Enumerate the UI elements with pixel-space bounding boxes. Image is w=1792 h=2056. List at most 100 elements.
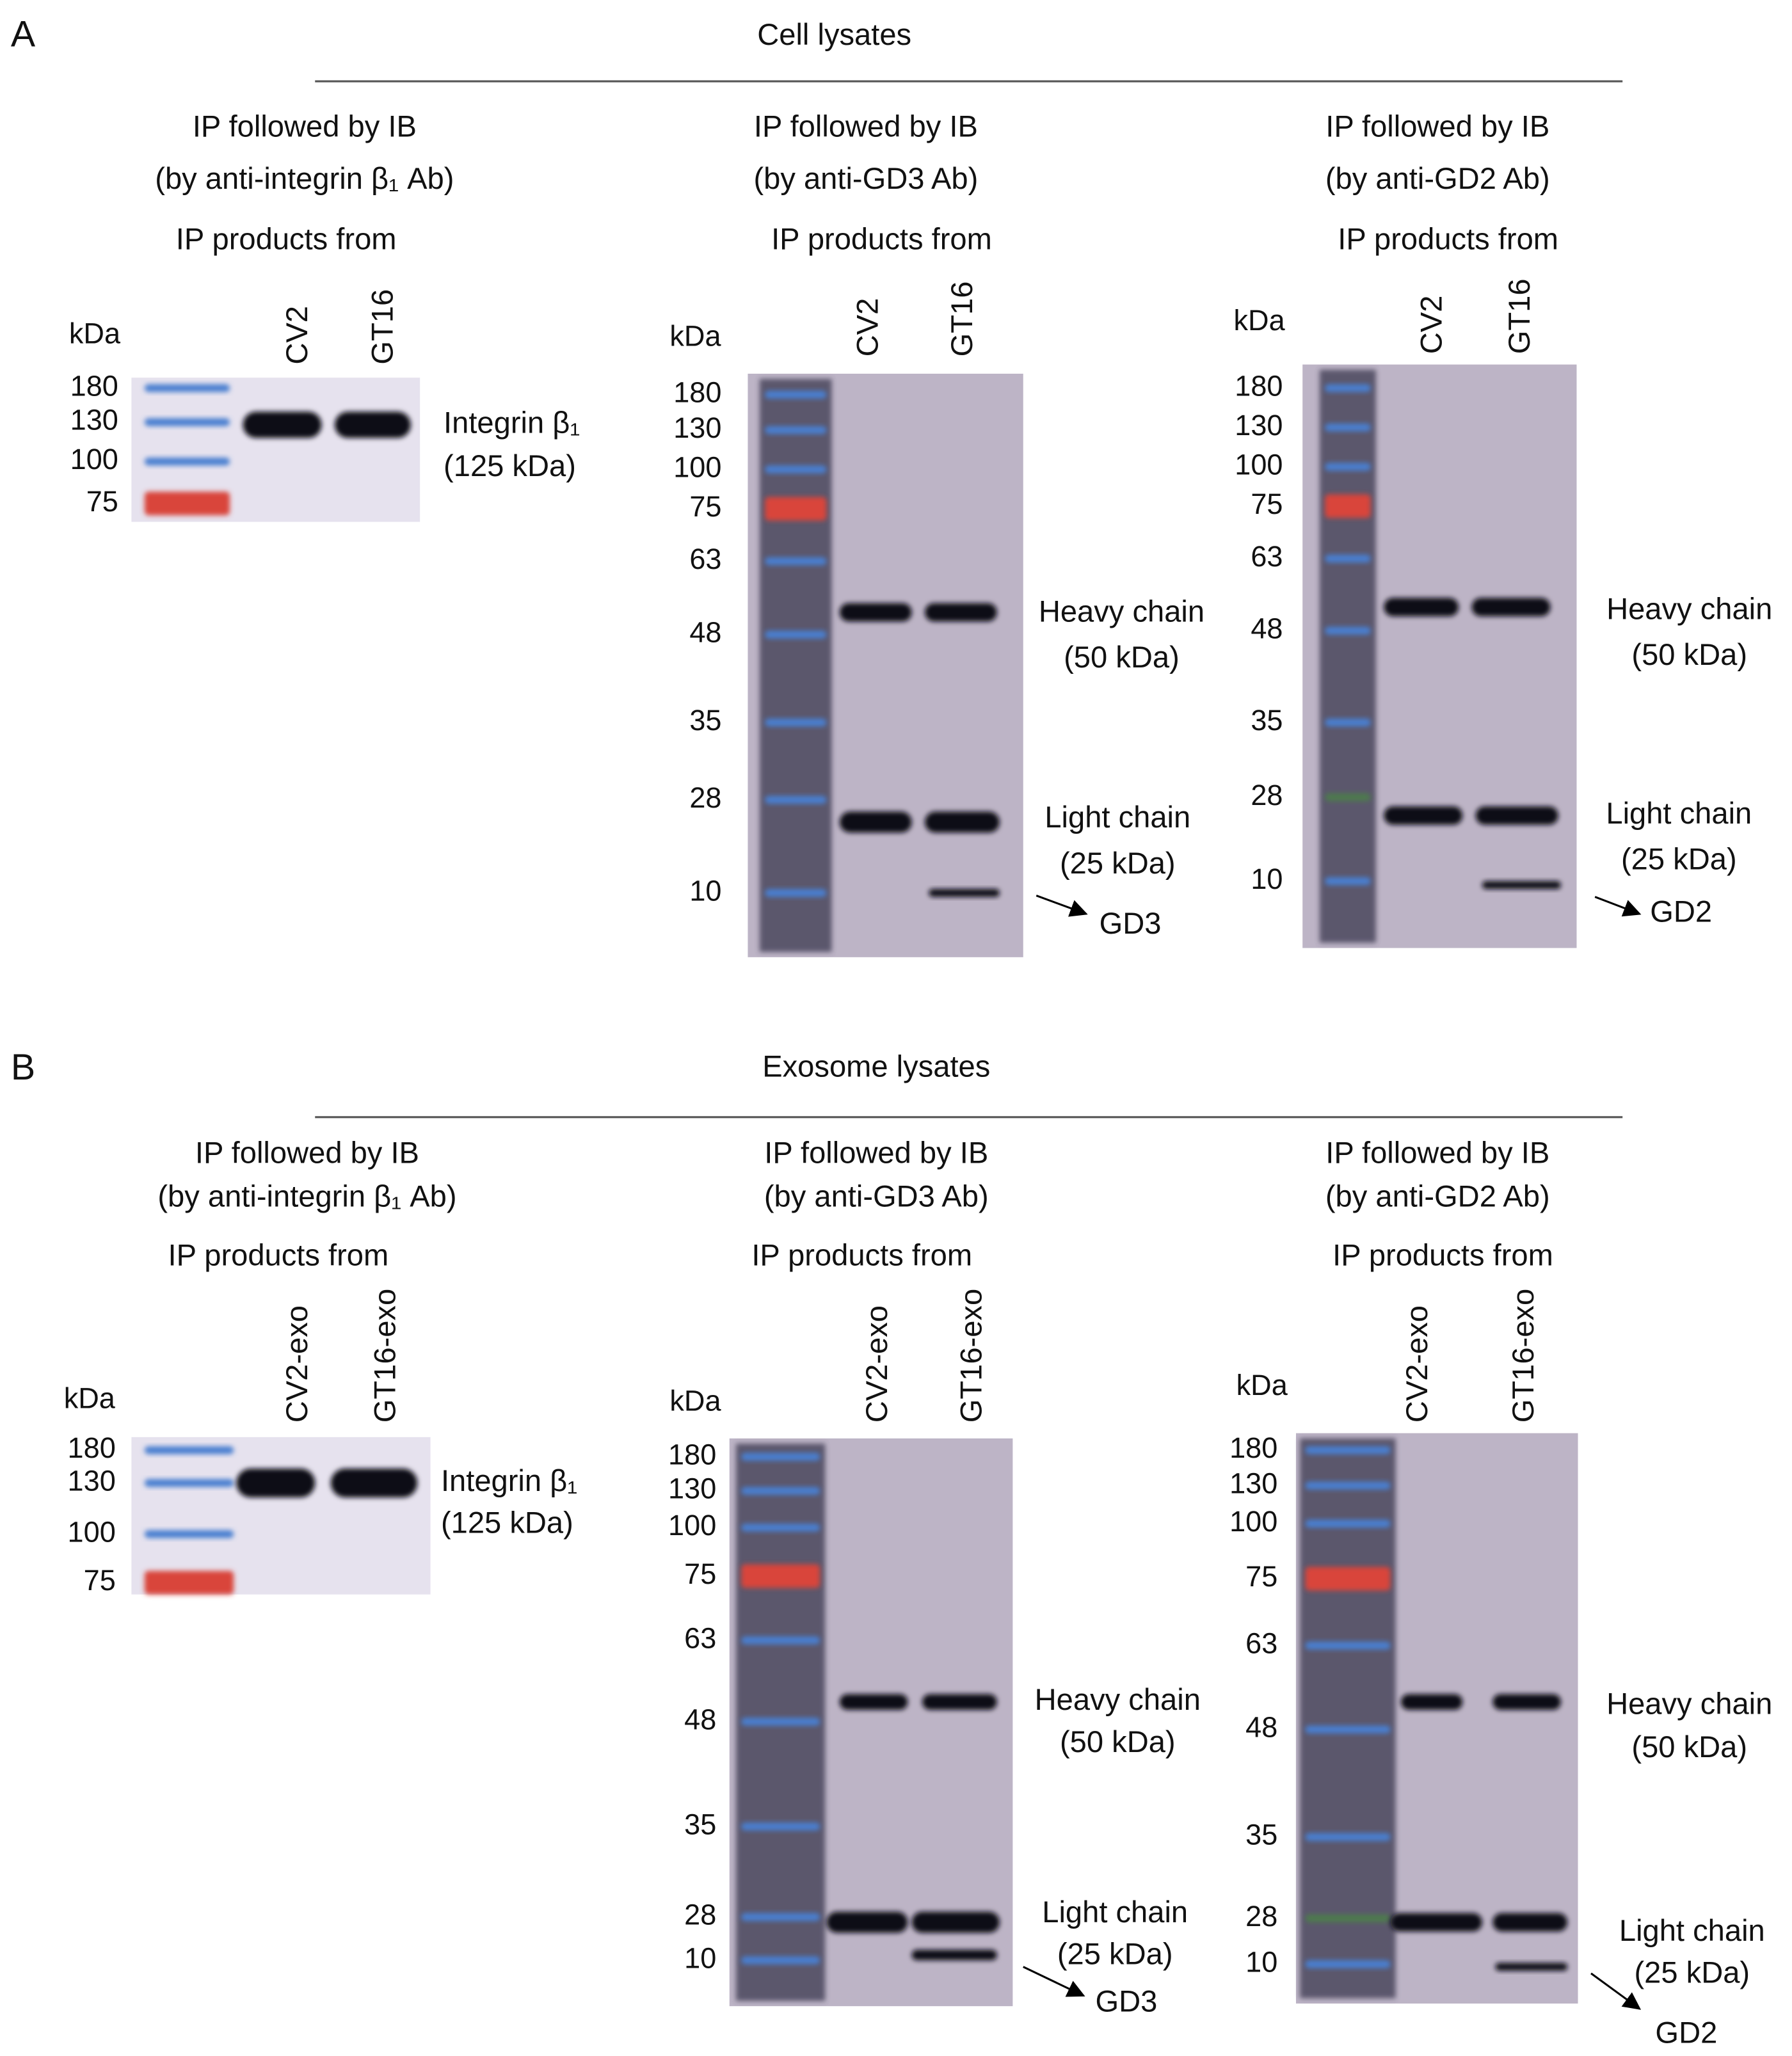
marker-label: 28 [689, 781, 721, 814]
band-label: (50 kDa) [1631, 637, 1747, 671]
marker-label: 75 [689, 490, 721, 523]
ladder-band [765, 426, 827, 434]
ladder-band [741, 1453, 820, 1461]
marker-label: 100 [68, 1515, 116, 1548]
band [839, 811, 912, 833]
marker-label: 35 [1251, 704, 1283, 737]
marker-label: 100 [668, 1509, 716, 1542]
band [925, 603, 997, 622]
blot-heading: (by anti-integrin β₁ Ab) [157, 1179, 456, 1213]
ladder-band [1305, 1914, 1391, 1922]
ladder-band [741, 1717, 820, 1726]
band [1475, 806, 1558, 825]
band-label: Heavy chain [1035, 1682, 1201, 1716]
marker-label: 75 [1245, 1560, 1277, 1593]
ladder-band [1305, 1641, 1391, 1650]
lane-label: GT16-exo [1506, 1289, 1540, 1422]
marker-label: 180 [673, 376, 721, 409]
blot-heading: IP followed by IB [1325, 1136, 1549, 1170]
band-label: Light chain [1044, 800, 1190, 834]
band [929, 889, 1000, 897]
lane-label: GT16-exo [367, 1289, 401, 1422]
ladder-band [1325, 718, 1371, 727]
blot-heading: IP followed by IB [1325, 109, 1549, 143]
marker-label: 130 [1229, 1467, 1277, 1500]
band [1482, 881, 1561, 889]
lane-label: CV2 [280, 306, 314, 365]
marker-label: 180 [70, 369, 118, 402]
ladder-band [144, 458, 230, 466]
blot-subheading: IP products from [168, 1238, 388, 1272]
band-label: Light chain [1619, 1913, 1765, 1947]
ladder-band [1305, 1566, 1391, 1591]
blot-subheading: IP products from [771, 221, 992, 255]
marker-label: 75 [684, 1558, 716, 1590]
band [911, 1911, 1000, 1933]
ladder-band [1325, 554, 1371, 563]
arrow [1590, 1972, 1642, 2010]
marker-label: 130 [70, 404, 118, 436]
blot-heading: (by anti-GD3 Ab) [764, 1179, 989, 1213]
ladder-band [144, 1446, 234, 1454]
marker-label: 10 [1251, 863, 1283, 895]
blot-heading: (by anti-GD3 Ab) [753, 161, 978, 195]
marker-label: 48 [1245, 1711, 1277, 1744]
ladder-band [741, 1486, 820, 1495]
band [925, 811, 1000, 833]
marker-label: 35 [684, 1808, 716, 1840]
band-label: (25 kDa) [1621, 842, 1737, 876]
ladder-band [1325, 384, 1371, 392]
blot-subheading: IP products from [1338, 221, 1558, 255]
lane-label: CV2 [850, 298, 884, 357]
unit-label: kDa [669, 1384, 721, 1417]
band-label: (125 kDa) [441, 1506, 573, 1540]
marker-label: 63 [1245, 1627, 1277, 1660]
band [1471, 598, 1551, 617]
band-label: (125 kDa) [444, 449, 576, 482]
band [839, 1694, 908, 1710]
unit-label: kDa [64, 1382, 116, 1414]
unit-label: kDa [669, 320, 721, 353]
ladder-band [1325, 793, 1371, 802]
band [1384, 598, 1459, 617]
band-label: Integrin β₁ [441, 1463, 577, 1497]
band [1400, 1694, 1463, 1710]
blot-subheading: IP products from [1332, 1238, 1553, 1272]
band-label: (25 kDa) [1634, 1955, 1750, 1989]
marker-label: 180 [668, 1438, 716, 1470]
marker-label: 63 [689, 543, 721, 575]
ladder-band [1305, 1519, 1391, 1528]
marker-label: 28 [1251, 779, 1283, 811]
arrow [1036, 895, 1088, 917]
band [922, 1694, 997, 1710]
marker-label: 130 [673, 411, 721, 444]
lane-label: CV2-exo [280, 1305, 314, 1422]
band [1492, 1913, 1568, 1932]
marker-label: 130 [68, 1464, 116, 1497]
marker-label: 10 [689, 874, 721, 907]
marker-label: 180 [68, 1431, 116, 1464]
ladder-band [1325, 877, 1371, 886]
panel-letter: B [11, 1047, 35, 1088]
blot-heading: IP followed by IB [764, 1136, 988, 1170]
band-label: Integrin β₁ [444, 405, 580, 439]
band [1492, 1694, 1561, 1710]
panel-title: Exosome lysates [762, 1049, 990, 1083]
marker-label: 63 [684, 1622, 716, 1654]
ladder-band [1305, 1833, 1391, 1841]
ladder-band [765, 889, 827, 897]
ladder-band [765, 390, 827, 399]
band [911, 1950, 997, 1961]
lane-label: GT16 [1502, 278, 1536, 354]
band [1384, 806, 1463, 825]
ladder-band [1325, 626, 1371, 635]
band-label: (50 kDa) [1064, 640, 1180, 674]
band-label: Light chain [1606, 796, 1752, 830]
band-label: (25 kDa) [1057, 1937, 1173, 1971]
marker-label: 180 [1235, 369, 1283, 402]
marker-label: 100 [1235, 448, 1283, 481]
ladder-lane [1319, 369, 1376, 943]
ladder-band [741, 1524, 820, 1532]
ladder-band [1305, 1481, 1391, 1490]
